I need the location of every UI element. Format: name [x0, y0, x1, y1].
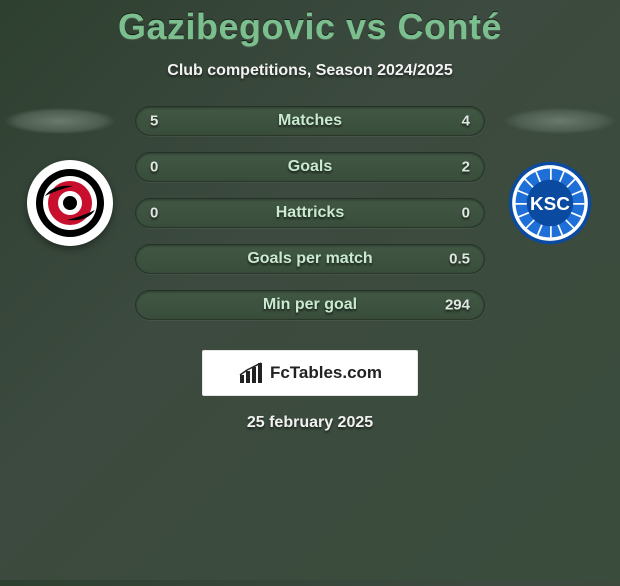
left-shadow-ellipse	[5, 108, 115, 134]
stat-right-value: 0	[462, 205, 470, 222]
stat-label: Min per goal	[263, 296, 357, 314]
ksc-logo-icon: KSC	[507, 153, 593, 253]
brand-badge[interactable]: FcTables.com	[202, 350, 418, 396]
stat-right-value: 2	[462, 159, 470, 176]
stat-label: Hattricks	[276, 204, 344, 222]
stat-row-matches: 5 Matches 4	[135, 106, 485, 136]
stat-right-value: 0.5	[449, 251, 470, 268]
stat-label: Goals per match	[247, 250, 372, 268]
stat-left-value: 0	[150, 159, 158, 176]
right-shadow-ellipse	[505, 108, 615, 134]
stat-label: Goals	[288, 158, 332, 176]
stat-row-goals-per-match: Goals per match 0.5	[135, 244, 485, 274]
hurricanes-logo-icon	[33, 166, 107, 240]
stat-right-value: 294	[445, 297, 470, 314]
date-line: 25 february 2025	[0, 414, 620, 432]
right-team-logo: KSC	[507, 160, 593, 246]
left-team-logo	[27, 160, 113, 246]
brand-text: FcTables.com	[270, 363, 382, 383]
subtitle: Club competitions, Season 2024/2025	[0, 62, 620, 80]
right-team-badge: KSC	[500, 158, 600, 248]
stat-label: Matches	[278, 112, 342, 130]
stat-rows: 5 Matches 4 0 Goals 2 0 Hattricks 0 Goal…	[135, 106, 485, 336]
bar-chart-icon	[238, 361, 264, 385]
stat-row-min-per-goal: Min per goal 294	[135, 290, 485, 320]
stat-left-value: 5	[150, 113, 158, 130]
ksc-logo-text: KSC	[530, 194, 570, 215]
page-title: Gazibegovic vs Conté	[0, 6, 620, 48]
left-team-badge	[20, 158, 120, 248]
comparison-area: KSC 5 Matches 4 0 Goals 2 0 Hattricks 0 …	[0, 106, 620, 336]
stat-right-value: 4	[462, 113, 470, 130]
stat-row-hattricks: 0 Hattricks 0	[135, 198, 485, 228]
stat-row-goals: 0 Goals 2	[135, 152, 485, 182]
stat-left-value: 0	[150, 205, 158, 222]
